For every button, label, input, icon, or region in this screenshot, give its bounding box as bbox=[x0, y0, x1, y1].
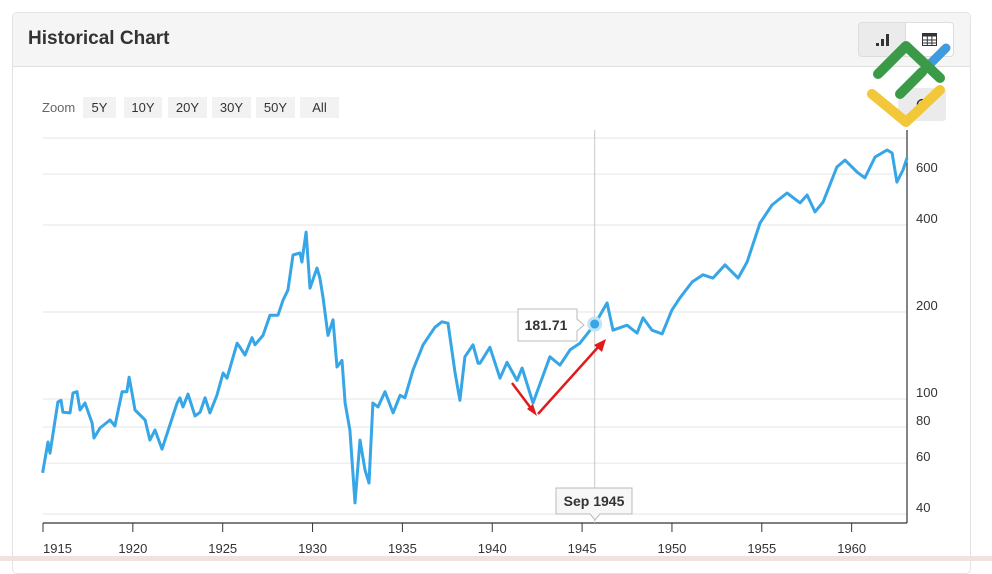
page-bottom-strip bbox=[0, 556, 992, 561]
annotation-arrows bbox=[511, 339, 606, 416]
y-tick-label: 200 bbox=[916, 298, 938, 313]
highlight-point bbox=[587, 316, 603, 332]
y-tick-label: 80 bbox=[916, 413, 930, 428]
zoom-50y-button[interactable]: 50Y bbox=[256, 97, 295, 118]
x-tick-label: 1930 bbox=[298, 541, 327, 556]
zoom-30y-button[interactable]: 30Y bbox=[212, 97, 251, 118]
zoom-label: Zoom bbox=[42, 100, 76, 115]
y-tick-label: 60 bbox=[916, 449, 930, 464]
y-axis-labels: 40 60 80 100 200 400 600 bbox=[916, 160, 938, 515]
y-tick-label: 100 bbox=[916, 385, 938, 400]
zoom-20y-button[interactable]: 20Y bbox=[168, 97, 207, 118]
tooltip-date: Sep 1945 bbox=[564, 493, 625, 509]
x-tick-label: 1955 bbox=[747, 541, 776, 556]
x-tick-label: 1945 bbox=[568, 541, 597, 556]
series-line bbox=[41, 148, 909, 505]
x-tick-label: 1925 bbox=[208, 541, 237, 556]
x-tick-label: 1920 bbox=[118, 541, 147, 556]
x-tick-label: 1940 bbox=[478, 541, 507, 556]
gridlines bbox=[43, 137, 907, 515]
zoom-10y-button[interactable]: 10Y bbox=[124, 97, 162, 118]
y-tick-label: 600 bbox=[916, 160, 938, 175]
annotation-arrow-up bbox=[537, 344, 601, 415]
x-tick-label: 1915 bbox=[43, 541, 72, 556]
zoom-all-button[interactable]: All bbox=[300, 97, 339, 118]
x-axis: 1915 1920 1925 1930 1935 1940 1945 1950 1955 1960 bbox=[42, 130, 908, 556]
y-tick-label: 400 bbox=[916, 211, 938, 226]
card-header: Historical Chart bbox=[13, 13, 970, 67]
y-tick-label: 40 bbox=[916, 500, 930, 515]
x-tick-label: 1960 bbox=[837, 541, 866, 556]
value-tooltip: 181.71 bbox=[517, 308, 585, 342]
brand-logo bbox=[867, 41, 951, 127]
page-title: Historical Chart bbox=[28, 28, 170, 49]
zoom-5y-button[interactable]: 5Y bbox=[83, 97, 116, 118]
annotation-arrowhead-up bbox=[594, 339, 606, 352]
table-icon bbox=[922, 33, 937, 46]
x-tick-label: 1935 bbox=[388, 541, 417, 556]
bar-chart-icon bbox=[875, 33, 889, 46]
date-tooltip: Sep 1945 bbox=[555, 487, 633, 521]
annotation-arrowhead-down bbox=[527, 404, 537, 416]
tooltip-value: 181.71 bbox=[525, 317, 568, 333]
annotation-arrow-down bbox=[511, 382, 534, 412]
x-tick-label: 1950 bbox=[657, 541, 686, 556]
